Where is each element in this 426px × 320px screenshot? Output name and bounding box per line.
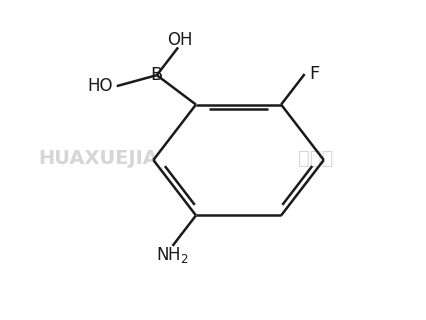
Text: B: B	[151, 66, 163, 84]
Text: 化学加: 化学加	[298, 149, 334, 168]
Text: OH: OH	[167, 31, 193, 49]
Text: HUAXUEJIA: HUAXUEJIA	[38, 149, 158, 168]
Text: HO: HO	[88, 77, 113, 95]
Text: F: F	[309, 65, 319, 83]
Text: NH$_2$: NH$_2$	[156, 245, 189, 265]
